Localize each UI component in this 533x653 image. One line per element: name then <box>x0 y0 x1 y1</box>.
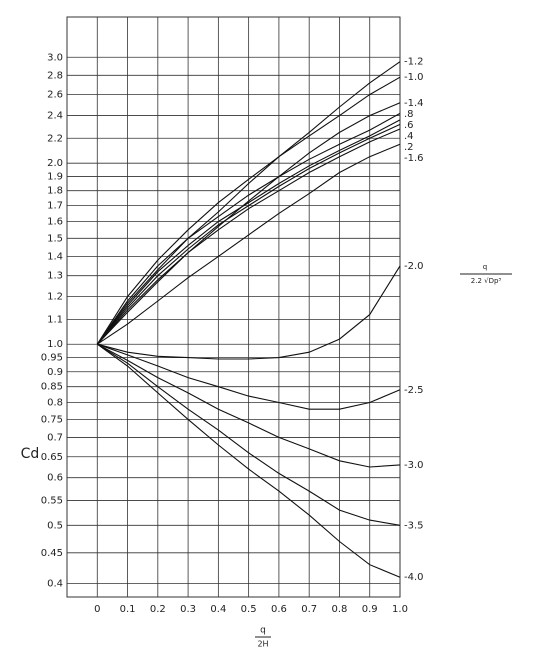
x-tick-label: 0.5 <box>241 604 257 615</box>
x-tick-label: 0.3 <box>180 604 196 615</box>
x-tick-label: 0.9 <box>362 604 378 615</box>
y-tick-label: 1.7 <box>47 201 63 212</box>
y-tick-label: 0.85 <box>41 382 63 393</box>
legend-label: -1.2 <box>404 57 424 68</box>
y-tick-label: 0.9 <box>47 367 63 378</box>
x-tick-label: 0.6 <box>271 604 287 615</box>
y-tick-label: 0.75 <box>41 414 63 425</box>
curve <box>96 76 401 345</box>
y-tick-label: 1.5 <box>47 233 63 244</box>
x-tick-label: 0.4 <box>210 604 226 615</box>
y-tick-label: 1.1 <box>47 314 63 325</box>
y-tick-label: 1.0 <box>47 339 63 350</box>
x-tick-label: 1.0 <box>392 604 408 615</box>
y-tick-label: 1.3 <box>47 271 63 282</box>
legend-label: -1.6 <box>404 153 424 164</box>
y-tick-label: 1.8 <box>47 186 63 197</box>
legend-label: .2 <box>404 142 414 153</box>
curve <box>97 343 401 410</box>
x-tick-label: 0.8 <box>332 604 348 615</box>
y-tick-label: 0.6 <box>47 473 63 484</box>
y-tick-label: 0.7 <box>47 432 63 443</box>
y-tick-label: 1.9 <box>47 172 63 183</box>
y-tick-label: 2.0 <box>47 158 63 169</box>
legend-label: .8 <box>404 109 414 120</box>
curve <box>96 61 401 345</box>
x-tick-label: 0.7 <box>301 604 317 615</box>
curve <box>97 343 401 526</box>
side-label-denominator: 2.2 √Dp³ <box>471 277 502 285</box>
x-label-denominator: 2H <box>257 640 268 649</box>
legend-label: -2.0 <box>404 261 424 272</box>
legend-label: .4 <box>404 131 414 142</box>
y-tick-label: 0.55 <box>41 495 63 506</box>
legend-label: -3.5 <box>404 520 424 531</box>
y-tick-label: 1.2 <box>47 292 63 303</box>
y-axis-label: Cd <box>21 446 40 462</box>
legend-label: -3.0 <box>404 460 424 471</box>
x-tick-label: 0 <box>94 604 100 615</box>
y-tick-label: 0.45 <box>41 548 63 559</box>
y-tick-label: 0.4 <box>47 579 63 590</box>
side-label-numerator: q <box>483 263 487 271</box>
curve <box>96 102 401 345</box>
y-tick-label: 2.4 <box>47 111 63 122</box>
x-label-numerator: q <box>260 626 266 636</box>
legend-label: -1.4 <box>404 98 424 109</box>
y-tick-label: 2.6 <box>47 90 63 101</box>
legend-label: -2.5 <box>404 385 424 396</box>
curve <box>96 112 401 345</box>
curve <box>96 143 401 345</box>
plot-frame <box>66 16 401 598</box>
y-tick-label: 3.0 <box>47 52 63 63</box>
curve <box>96 123 401 345</box>
y-tick-label: 0.95 <box>41 353 63 364</box>
legend-label: .6 <box>404 120 414 131</box>
y-tick-label: 0.8 <box>47 398 63 409</box>
y-tick-label: 1.4 <box>47 251 63 262</box>
curve <box>96 343 401 578</box>
legend-label: -4.0 <box>404 572 424 583</box>
x-tick-label: 0.2 <box>150 604 166 615</box>
curve <box>96 128 401 345</box>
y-tick-label: 2.2 <box>47 133 63 144</box>
y-tick-label: 0.5 <box>47 520 63 531</box>
curve <box>97 265 401 360</box>
curve <box>96 119 401 345</box>
y-tick-label: 1.6 <box>47 216 63 227</box>
legend-label: -1.0 <box>404 72 424 83</box>
x-tick-label: 0.1 <box>120 604 136 615</box>
y-tick-label: 2.8 <box>47 70 63 81</box>
curve <box>97 343 401 468</box>
y-tick-label: 0.65 <box>41 452 63 463</box>
